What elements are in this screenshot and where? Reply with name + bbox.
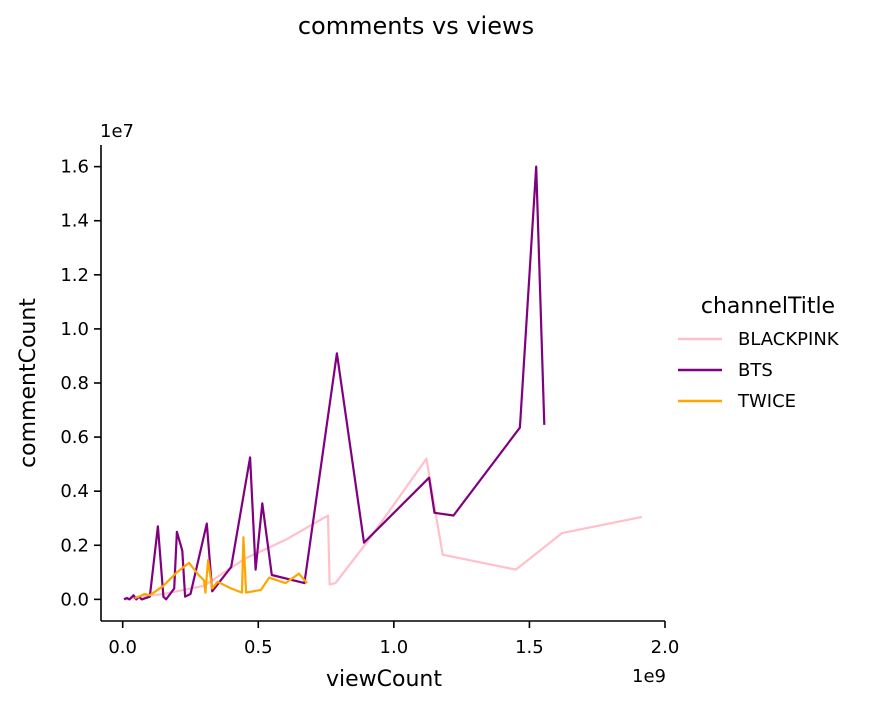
plot-lines [123,165,643,601]
x-tick-label: 1.5 [515,637,544,658]
y-tick-label: 0.2 [60,535,89,556]
x-offset-label: 1e9 [632,666,666,687]
x-tick-label: 2.0 [651,637,680,658]
legend-title: channelTitle [701,294,835,319]
chart-title: comments vs views [298,12,534,40]
y-tick-label: 1.0 [60,319,89,340]
legend-label-twice: TWICE [737,391,796,412]
legend-label-blackpink: BLACKPINK [738,329,840,350]
series-line-twice [134,536,308,600]
x-tick-label: 0.0 [108,637,137,658]
x-axis-title: viewCount [326,667,442,692]
y-axis-ticks: 0.0 0.2 0.4 0.6 0.8 1.0 1.2 1.4 1.6 [60,157,101,610]
x-axis-ticks: 0.0 0.5 1.0 1.5 2.0 [108,621,679,658]
y-offset-label: 1e7 [100,121,134,142]
y-tick-label: 1.4 [60,211,89,232]
y-tick-label: 0.8 [60,373,89,394]
y-tick-label: 0.6 [60,427,89,448]
series-line-bts [123,165,546,601]
y-tick-label: 1.2 [60,265,89,286]
legend: channelTitle BLACKPINK BTS TWICE [678,294,840,412]
y-tick-label: 0.4 [60,481,89,502]
y-tick-label: 1.6 [60,157,89,178]
x-tick-label: 0.5 [244,637,273,658]
x-tick-label: 1.0 [380,637,409,658]
y-axis-title: commentCount [16,298,41,468]
y-tick-label: 0.0 [60,589,89,610]
legend-label-bts: BTS [738,360,773,381]
